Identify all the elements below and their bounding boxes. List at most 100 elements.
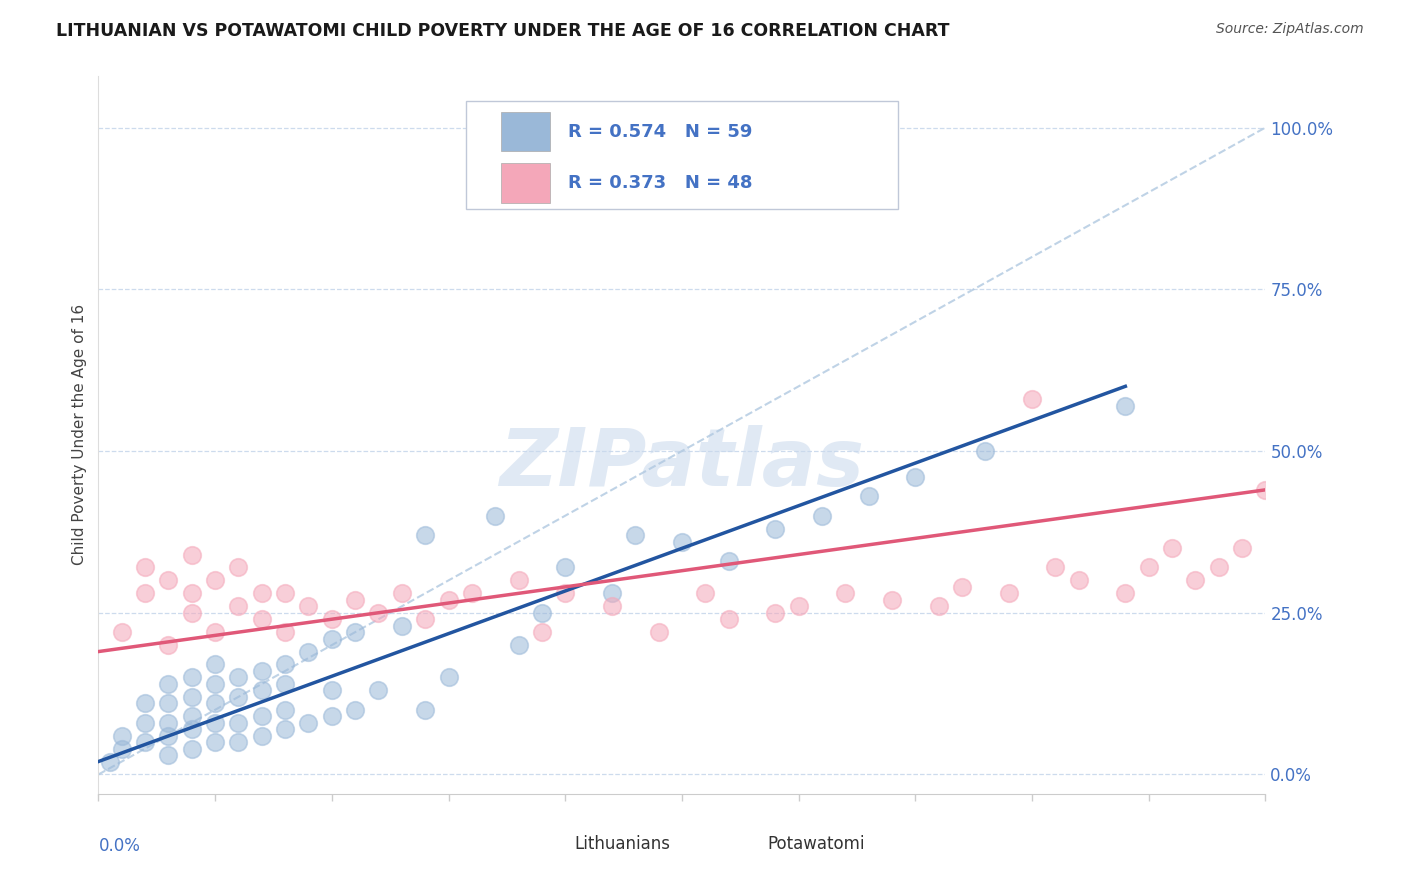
Point (250, 664, 273, 678)
Point (274, 677, 297, 691)
Point (228, 670, 250, 684)
Point (250, 586, 273, 600)
Point (204, 715, 226, 730)
Y-axis label: Child Poverty Under the Age of 16: Child Poverty Under the Age of 16 (72, 304, 87, 566)
Point (1184, 574, 1206, 588)
Point (624, 528, 647, 542)
Point (1067, 574, 1090, 588)
Point (413, 703, 436, 717)
Point (904, 470, 927, 484)
Point (180, 722, 202, 736)
Point (1021, 392, 1043, 407)
Point (997, 586, 1019, 600)
Point (204, 677, 226, 691)
Point (157, 715, 180, 730)
Text: LITHUANIAN VS POTAWATOMI CHILD POVERTY UNDER THE AGE OF 16 CORRELATION CHART: LITHUANIAN VS POTAWATOMI CHILD POVERTY U… (56, 22, 949, 40)
Point (717, 612, 740, 626)
Bar (501, 163, 550, 202)
Text: Lithuanians: Lithuanians (575, 835, 671, 853)
Point (204, 735, 226, 749)
Text: ZIPatlas: ZIPatlas (499, 425, 865, 502)
Point (763, 522, 786, 536)
Point (111, 625, 134, 640)
Point (1114, 399, 1136, 413)
Bar (501, 112, 550, 152)
Point (321, 632, 343, 646)
Point (344, 703, 367, 717)
Point (1254, 483, 1277, 497)
Point (554, 560, 576, 574)
Point (274, 722, 297, 736)
Bar (530, 832, 565, 862)
Point (180, 741, 202, 756)
Point (228, 560, 250, 574)
Point (297, 599, 319, 614)
Point (228, 599, 250, 614)
Point (274, 703, 297, 717)
Point (180, 548, 202, 562)
Point (974, 444, 997, 458)
Point (180, 690, 202, 704)
Point (950, 580, 973, 594)
Point (321, 683, 343, 698)
Point (274, 586, 297, 600)
Point (321, 709, 343, 723)
Point (157, 747, 180, 762)
Point (180, 670, 202, 684)
Point (134, 560, 156, 574)
Point (134, 696, 156, 710)
Point (180, 606, 202, 620)
Point (111, 741, 134, 756)
Point (111, 729, 134, 743)
Text: Source: ZipAtlas.com: Source: ZipAtlas.com (1216, 22, 1364, 37)
Point (134, 735, 156, 749)
Point (880, 592, 903, 607)
Point (157, 677, 180, 691)
Point (297, 644, 319, 658)
Point (413, 612, 436, 626)
Point (1114, 586, 1136, 600)
Point (1208, 560, 1230, 574)
Point (321, 612, 343, 626)
Point (530, 625, 553, 640)
Text: R = 0.373   N = 48: R = 0.373 N = 48 (568, 174, 752, 192)
Point (600, 599, 623, 614)
Point (134, 586, 156, 600)
Point (98, 755, 121, 769)
Point (763, 606, 786, 620)
Point (344, 625, 367, 640)
Text: 0.0%: 0.0% (98, 837, 141, 855)
Point (437, 592, 460, 607)
FancyBboxPatch shape (465, 101, 898, 209)
Point (344, 592, 367, 607)
Point (695, 586, 717, 600)
Point (157, 638, 180, 652)
Point (157, 696, 180, 710)
Point (297, 715, 319, 730)
Point (530, 606, 553, 620)
Point (180, 709, 202, 723)
Point (508, 638, 530, 652)
Point (250, 683, 273, 698)
Point (484, 508, 506, 523)
Point (811, 508, 834, 523)
Point (461, 586, 484, 600)
Point (1161, 541, 1184, 555)
Point (787, 599, 810, 614)
Point (228, 735, 250, 749)
Text: Potawatomi: Potawatomi (768, 835, 865, 853)
Point (250, 612, 273, 626)
Point (437, 670, 460, 684)
Point (647, 625, 669, 640)
Point (391, 586, 413, 600)
Point (250, 729, 273, 743)
Point (367, 683, 389, 698)
Point (228, 715, 250, 730)
Point (858, 489, 880, 503)
Point (274, 625, 297, 640)
Point (204, 574, 226, 588)
Point (274, 657, 297, 672)
Point (554, 586, 576, 600)
Point (413, 528, 436, 542)
Point (157, 574, 180, 588)
